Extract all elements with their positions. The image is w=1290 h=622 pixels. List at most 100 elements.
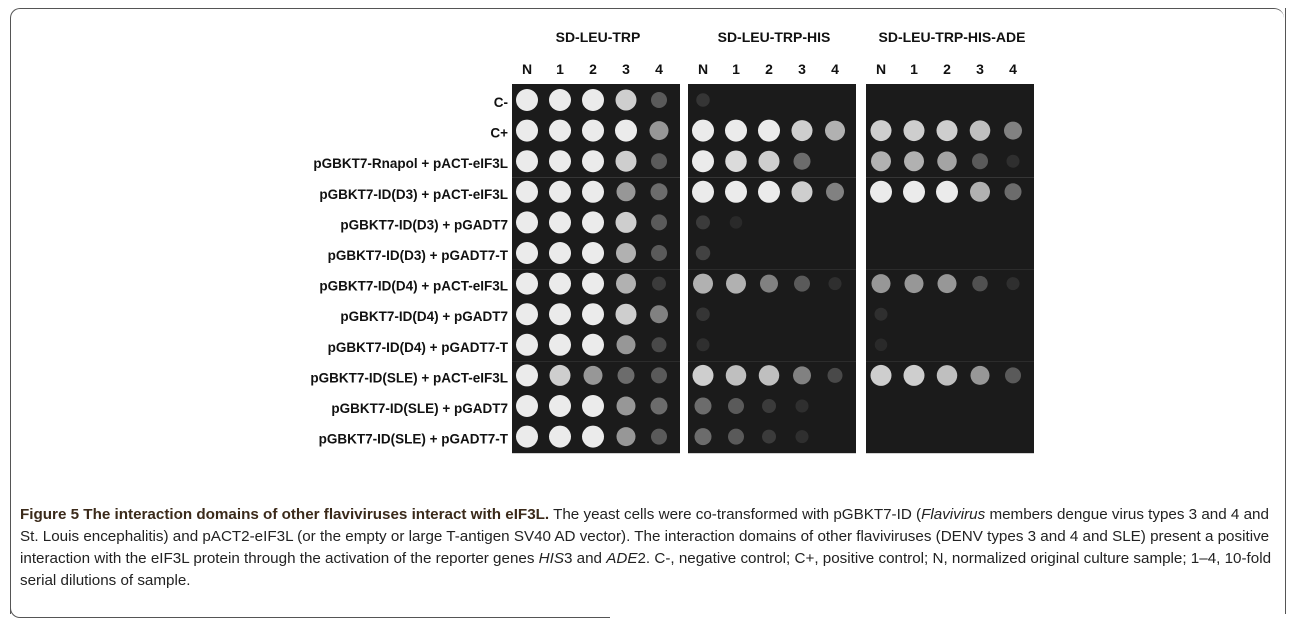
column-label-0-1: 1 xyxy=(556,61,564,77)
colony-spot-6-0-0 xyxy=(516,272,538,295)
colony-spot-8-0-1 xyxy=(549,333,571,356)
colony-spot-2-2-3 xyxy=(972,153,988,170)
colony-spot-3-0-3 xyxy=(616,182,636,202)
colony-spot-1-1-1 xyxy=(725,119,747,142)
colony-spot-10-1-1 xyxy=(728,398,744,414)
column-label-1-3: 3 xyxy=(798,61,806,77)
colony-spot-6-0-3 xyxy=(616,273,636,294)
colony-spot-2-2-2 xyxy=(937,151,957,171)
colony-spot-1-2-0 xyxy=(870,120,892,142)
row-label-11: pGBKT7-ID(SLE) + pGADT7-T xyxy=(319,432,509,447)
caption-text-1: The yeast cells were co-transformed with… xyxy=(549,506,922,523)
colony-spot-1-0-3 xyxy=(615,119,637,142)
colony-spot-4-0-3 xyxy=(615,211,637,233)
colony-spot-5-0-3 xyxy=(616,243,636,263)
column-label-2-1: 1 xyxy=(910,61,918,77)
colony-spot-1-1-3 xyxy=(791,120,813,142)
colony-spot-11-1-2 xyxy=(762,429,776,444)
colony-spot-0-1-0 xyxy=(696,93,710,107)
caption-italic-flavivirus: Flavivirus xyxy=(921,506,986,523)
colony-spot-3-2-4 xyxy=(1004,183,1022,201)
column-label-0-2: 2 xyxy=(589,61,597,77)
colony-spot-2-1-2 xyxy=(758,150,780,172)
colony-spot-6-2-4 xyxy=(1006,277,1020,291)
colony-spot-2-0-0 xyxy=(516,150,538,173)
colony-spot-2-1-3 xyxy=(793,152,811,170)
caption-text-4: 2. C-, negative control; C+, positive co… xyxy=(20,550,1272,589)
colony-spot-8-0-4 xyxy=(651,337,667,353)
row-label-7: pGBKT7-ID(D4) + pGADT7 xyxy=(340,309,508,324)
colony-spot-2-1-1 xyxy=(725,150,747,172)
colony-spot-4-1-1 xyxy=(729,216,743,229)
colony-spot-11-1-3 xyxy=(795,430,809,444)
colony-spot-11-1-0 xyxy=(694,428,712,446)
colony-spot-6-1-2 xyxy=(760,274,778,293)
colony-spot-9-0-4 xyxy=(651,367,667,384)
colony-spot-2-2-0 xyxy=(871,151,891,172)
colony-spot-0-0-0 xyxy=(516,89,538,111)
colony-spot-1-2-1 xyxy=(903,120,925,142)
colony-spot-9-2-4 xyxy=(1005,367,1021,384)
colony-spot-1-2-4 xyxy=(1004,121,1022,140)
colony-spot-3-2-1 xyxy=(903,180,925,203)
colony-spot-3-0-1 xyxy=(549,180,571,203)
figure-frame-right xyxy=(1276,8,1286,614)
colony-spot-1-2-2 xyxy=(936,120,958,142)
colony-spot-6-1-1 xyxy=(726,273,746,294)
row-label-10: pGBKT7-ID(SLE) + pGADT7 xyxy=(331,401,508,416)
colony-spot-4-0-0 xyxy=(516,211,538,234)
colony-spot-6-0-1 xyxy=(549,272,571,295)
colony-spot-9-1-0 xyxy=(692,364,714,386)
colony-spot-5-1-0 xyxy=(695,245,711,261)
colony-spot-5-0-2 xyxy=(582,242,604,264)
row-label-6: pGBKT7-ID(D4) + pACT-eIF3L xyxy=(319,279,508,294)
colony-spot-0-0-1 xyxy=(549,89,571,111)
colony-spot-3-1-4 xyxy=(826,182,844,201)
figure-frame-bottom xyxy=(10,608,610,618)
colony-spot-9-2-1 xyxy=(903,364,925,386)
colony-spot-3-2-2 xyxy=(936,180,958,203)
colony-spot-3-1-0 xyxy=(692,180,714,203)
colony-spot-4-1-0 xyxy=(696,215,710,230)
colony-spot-9-2-3 xyxy=(970,365,990,385)
column-label-1-0: N xyxy=(698,61,708,77)
colony-spot-3-1-2 xyxy=(758,180,780,203)
colony-spot-10-0-3 xyxy=(616,396,636,416)
colony-spot-3-2-0 xyxy=(870,180,892,203)
colony-spot-10-0-0 xyxy=(516,395,538,417)
colony-spot-7-0-4 xyxy=(650,305,668,324)
column-label-2-2: 2 xyxy=(943,61,951,77)
panel-title-2: SD-LEU-TRP-HIS-ADE xyxy=(879,29,1026,45)
row-label-4: pGBKT7-ID(D3) + pGADT7 xyxy=(340,217,508,232)
colony-spot-6-1-4 xyxy=(828,277,842,291)
colony-spot-1-0-2 xyxy=(582,119,604,142)
colony-spot-11-0-2 xyxy=(582,425,604,448)
column-label-2-3: 3 xyxy=(976,61,984,77)
colony-spot-7-2-0 xyxy=(874,307,888,321)
colony-spot-6-1-3 xyxy=(794,275,810,292)
column-label-0-4: 4 xyxy=(655,61,663,77)
colony-spot-7-0-1 xyxy=(549,303,571,326)
colony-spot-2-0-2 xyxy=(582,150,604,173)
colony-spot-4-0-2 xyxy=(582,211,604,234)
colony-spot-11-1-1 xyxy=(728,428,744,445)
colony-spot-6-0-4 xyxy=(652,276,666,291)
colony-spot-3-1-3 xyxy=(791,181,813,203)
colony-spot-6-1-0 xyxy=(693,273,713,294)
colony-spot-0-0-2 xyxy=(582,89,604,111)
colony-spot-1-0-0 xyxy=(516,119,538,142)
caption-italic-ade: ADE xyxy=(606,550,638,567)
colony-spot-9-0-1 xyxy=(549,364,571,386)
column-label-0-3: 3 xyxy=(622,61,630,77)
column-label-1-4: 4 xyxy=(831,61,839,77)
colony-spot-3-0-4 xyxy=(650,183,668,201)
colony-spot-11-0-4 xyxy=(651,428,667,445)
caption-text-3: 3 and xyxy=(564,550,607,567)
colony-spot-3-2-3 xyxy=(970,181,990,202)
colony-spot-0-0-4 xyxy=(651,92,667,108)
colony-spot-10-0-1 xyxy=(549,395,571,417)
colony-spot-10-0-4 xyxy=(650,397,668,415)
panel-title-1: SD-LEU-TRP-HIS xyxy=(718,29,831,45)
plates-layer xyxy=(512,84,1034,454)
